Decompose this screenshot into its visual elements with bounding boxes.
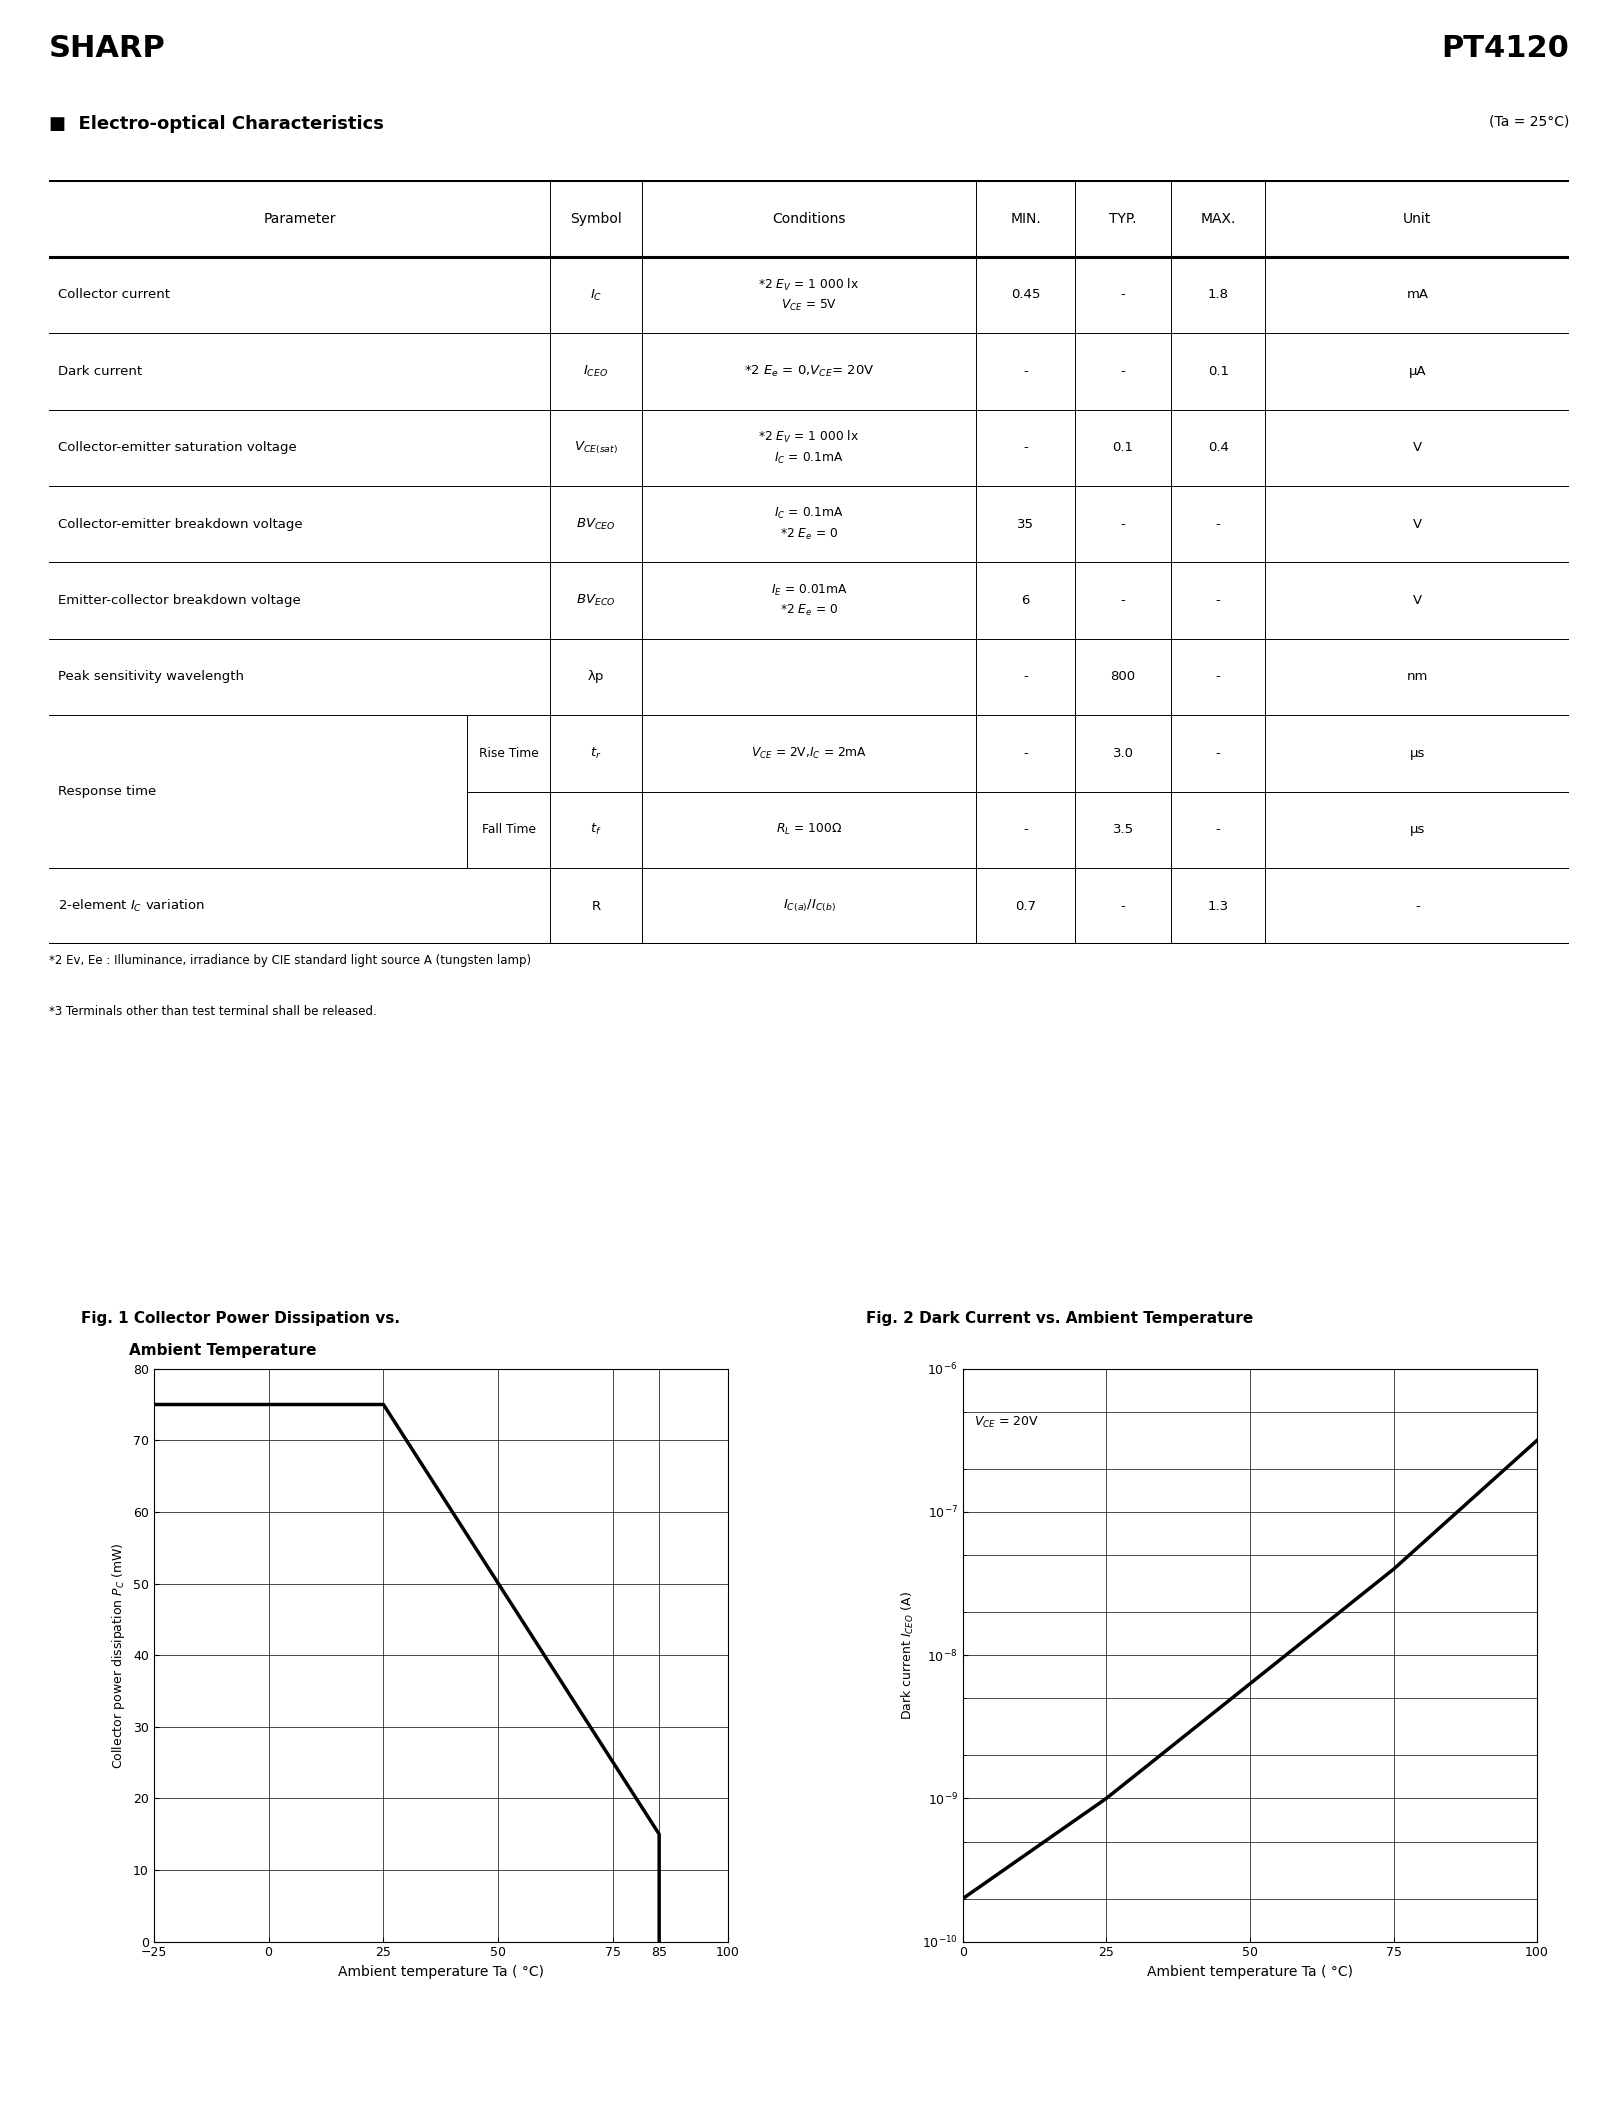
Text: $I_E$ = 0.01mA
*2 $E_e$ = 0: $I_E$ = 0.01mA *2 $E_e$ = 0 — [770, 584, 848, 618]
Y-axis label: Collector power dissipation $P_C$ (mW): Collector power dissipation $P_C$ (mW) — [110, 1543, 128, 1768]
Text: 800: 800 — [1110, 671, 1136, 683]
Text: $I_{CEO}$: $I_{CEO}$ — [584, 363, 608, 380]
Text: 2-element $I_C$ variation: 2-element $I_C$ variation — [58, 898, 204, 915]
Text: V: V — [1413, 594, 1422, 607]
Text: $V_{CE}$ = 2V,$I_C$ = 2mA: $V_{CE}$ = 2V,$I_C$ = 2mA — [751, 745, 867, 762]
Text: V: V — [1413, 441, 1422, 454]
Text: -: - — [1023, 823, 1027, 836]
X-axis label: Ambient temperature Ta ( °C): Ambient temperature Ta ( °C) — [1147, 1965, 1353, 1980]
Text: Rise Time: Rise Time — [479, 747, 539, 760]
Text: Unit: Unit — [1403, 212, 1432, 225]
Text: -: - — [1215, 747, 1220, 760]
Text: *3 Terminals other than test terminal shall be released.: *3 Terminals other than test terminal sh… — [49, 1004, 377, 1019]
Text: *2 Ev, Ee : Illuminance, irradiance by CIE standard light source A (tungsten lam: *2 Ev, Ee : Illuminance, irradiance by C… — [49, 953, 531, 968]
Text: 0.1: 0.1 — [1113, 441, 1134, 454]
Text: Parameter: Parameter — [264, 212, 337, 225]
Text: MIN.: MIN. — [1010, 212, 1040, 225]
Text: 0.45: 0.45 — [1011, 289, 1040, 301]
Text: μs: μs — [1409, 747, 1425, 760]
Text: -: - — [1121, 594, 1126, 607]
Text: MAX.: MAX. — [1201, 212, 1236, 225]
Text: $R_L$ = 100Ω: $R_L$ = 100Ω — [777, 821, 841, 838]
Text: 3.0: 3.0 — [1113, 747, 1134, 760]
Text: 0.7: 0.7 — [1014, 900, 1036, 912]
Text: Emitter-collector breakdown voltage: Emitter-collector breakdown voltage — [58, 594, 301, 607]
Text: V: V — [1413, 518, 1422, 530]
Text: mA: mA — [1406, 289, 1429, 301]
Text: Collector-emitter breakdown voltage: Collector-emitter breakdown voltage — [58, 518, 303, 530]
Text: 6: 6 — [1021, 594, 1031, 607]
Text: 1.3: 1.3 — [1207, 900, 1228, 912]
Text: -: - — [1023, 671, 1027, 683]
Text: $t_f$: $t_f$ — [591, 821, 602, 838]
Y-axis label: Dark current $I_{CEO}$ (A): Dark current $I_{CEO}$ (A) — [900, 1592, 916, 1719]
Text: Dark current: Dark current — [58, 365, 142, 378]
Text: -: - — [1023, 441, 1027, 454]
Text: 0.4: 0.4 — [1207, 441, 1228, 454]
Text: $V_{CE}$ = 20V: $V_{CE}$ = 20V — [974, 1415, 1039, 1430]
Text: 35: 35 — [1018, 518, 1034, 530]
Text: *2 $E_V$ = 1 000 lx
$V_{CE}$ = 5V: *2 $E_V$ = 1 000 lx $V_{CE}$ = 5V — [759, 276, 859, 314]
Text: ■  Electro-optical Characteristics: ■ Electro-optical Characteristics — [49, 115, 383, 132]
Text: *2 $E_e$ = 0,$V_{CE}$= 20V: *2 $E_e$ = 0,$V_{CE}$= 20V — [744, 363, 874, 380]
Text: Symbol: Symbol — [570, 212, 621, 225]
Text: -: - — [1416, 900, 1419, 912]
Text: $I_C$ = 0.1mA
*2 $E_e$ = 0: $I_C$ = 0.1mA *2 $E_e$ = 0 — [773, 507, 845, 541]
Text: SHARP: SHARP — [49, 34, 165, 64]
Text: Collector-emitter saturation voltage: Collector-emitter saturation voltage — [58, 441, 296, 454]
Text: Fig. 2 Dark Current vs. Ambient Temperature: Fig. 2 Dark Current vs. Ambient Temperat… — [866, 1311, 1252, 1326]
Text: μs: μs — [1409, 823, 1425, 836]
Text: -: - — [1215, 518, 1220, 530]
Text: Peak sensitivity wavelength: Peak sensitivity wavelength — [58, 671, 244, 683]
Text: nm: nm — [1406, 671, 1429, 683]
Text: *2 $E_V$ = 1 000 lx
$I_C$ = 0.1mA: *2 $E_V$ = 1 000 lx $I_C$ = 0.1mA — [759, 429, 859, 467]
Text: -: - — [1121, 365, 1126, 378]
X-axis label: Ambient temperature Ta ( °C): Ambient temperature Ta ( °C) — [338, 1965, 544, 1980]
Text: R: R — [592, 900, 600, 912]
Text: $V_{CE(sat)}$: $V_{CE(sat)}$ — [574, 439, 618, 456]
Text: -: - — [1215, 823, 1220, 836]
Text: 0.1: 0.1 — [1207, 365, 1228, 378]
Text: -: - — [1121, 518, 1126, 530]
Text: Conditions: Conditions — [772, 212, 846, 225]
Text: -: - — [1215, 594, 1220, 607]
Text: -: - — [1121, 900, 1126, 912]
Text: (Ta = 25°C): (Ta = 25°C) — [1489, 115, 1569, 129]
Text: Collector current: Collector current — [58, 289, 170, 301]
Text: Response time: Response time — [58, 785, 155, 798]
Text: Fig. 1 Collector Power Dissipation vs.: Fig. 1 Collector Power Dissipation vs. — [81, 1311, 400, 1326]
Text: 3.5: 3.5 — [1113, 823, 1134, 836]
Text: $BV_{ECO}$: $BV_{ECO}$ — [576, 592, 616, 609]
Text: λp: λp — [587, 671, 604, 683]
Text: $t_r$: $t_r$ — [591, 745, 602, 762]
Text: $BV_{CEO}$: $BV_{CEO}$ — [576, 516, 616, 533]
Text: $I_C$: $I_C$ — [591, 286, 602, 303]
Text: μA: μA — [1409, 365, 1425, 378]
Text: Fall Time: Fall Time — [482, 823, 536, 836]
Text: TYP.: TYP. — [1110, 212, 1137, 225]
Text: $I_{C(a)}$/$I_{C(b)}$: $I_{C(a)}$/$I_{C(b)}$ — [783, 898, 835, 915]
Text: -: - — [1023, 365, 1027, 378]
Text: -: - — [1023, 747, 1027, 760]
Text: Ambient Temperature: Ambient Temperature — [129, 1343, 317, 1358]
Text: -: - — [1121, 289, 1126, 301]
Text: -: - — [1215, 671, 1220, 683]
Text: 1.8: 1.8 — [1207, 289, 1228, 301]
Text: PT4120: PT4120 — [1442, 34, 1569, 64]
